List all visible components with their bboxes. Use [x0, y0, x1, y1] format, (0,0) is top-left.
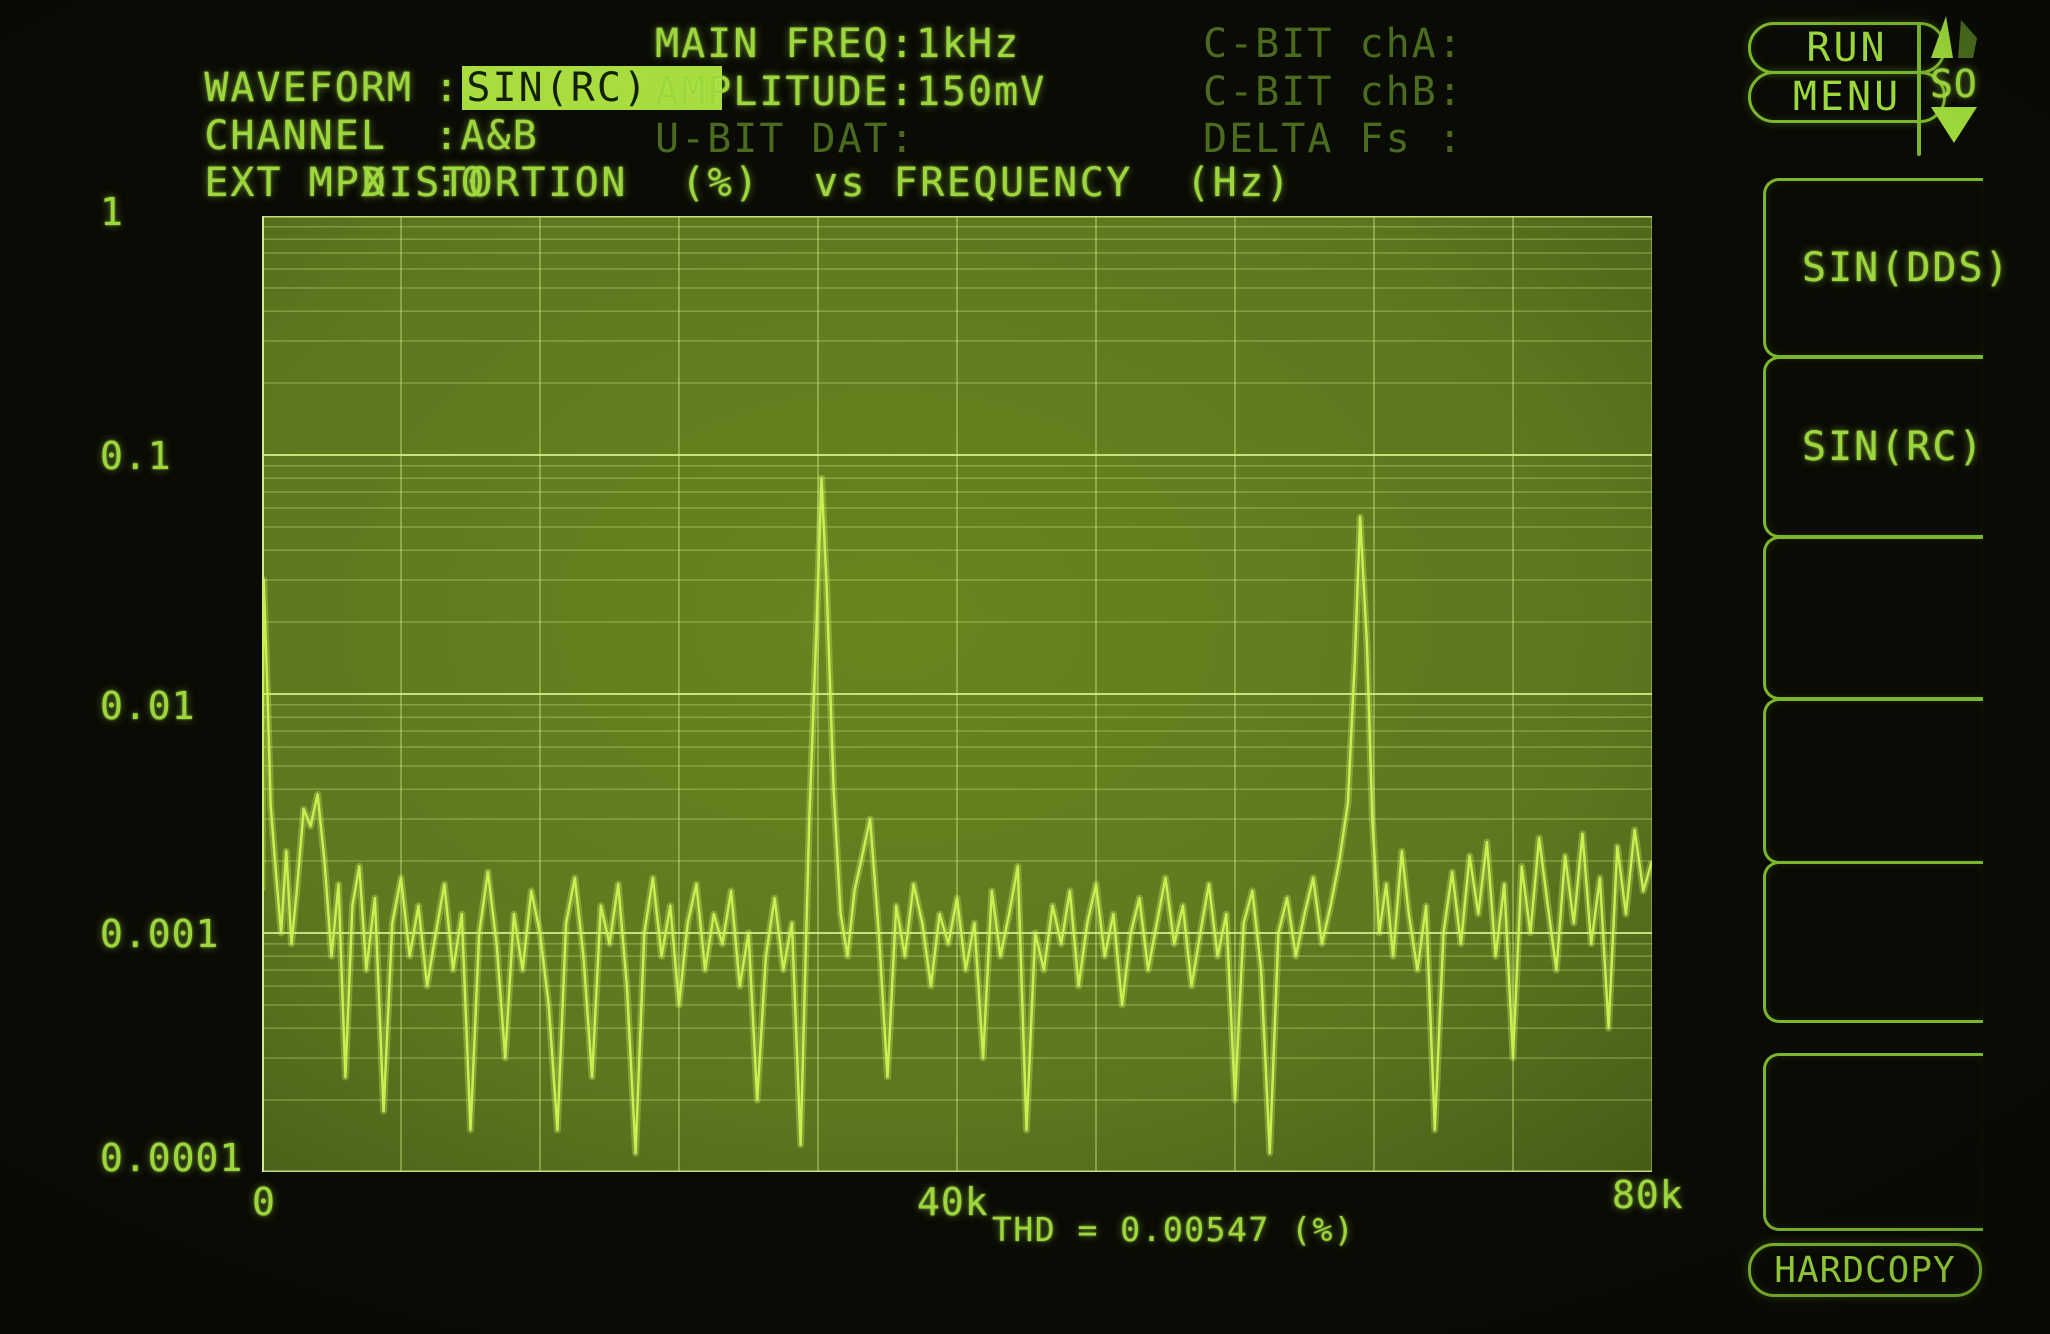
softkey-6[interactable] [1763, 1053, 1983, 1231]
param-delta-fs: DELTA Fs : [1203, 116, 1464, 162]
param-cbit-chb: C-BIT chB: [1203, 69, 1464, 115]
softkey-5[interactable] [1763, 861, 1983, 1023]
menu-button-label: MENU [1792, 74, 1902, 120]
y-tick-0p1: 0.1 [100, 434, 172, 478]
scroll-up-icon[interactable] [1930, 14, 1986, 60]
thd-readout: THD = 0.00547 (%) [992, 1210, 1356, 1249]
plot-title: DISTORTION (%) vs FREQUENCY (Hz) [362, 160, 1293, 206]
run-button-label: RUN [1806, 25, 1888, 71]
hardcopy-button[interactable]: HARDCOPY [1748, 1243, 1982, 1297]
x-tick-40k: 40k [917, 1180, 989, 1224]
hardcopy-button-label: HARDCOPY [1774, 1249, 1956, 1291]
softkey-sin-dds[interactable]: SIN(DDS) [1763, 178, 2009, 358]
y-tick-0p01: 0.01 [100, 684, 196, 728]
param-cbit-cha: C-BIT chA: [1203, 21, 1464, 67]
y-tick-0p001: 0.001 [100, 912, 220, 956]
spectrum-plot-area [262, 216, 1652, 1172]
param-ubit-dat: U-BIT DAT: [655, 116, 916, 162]
y-tick-1: 1 [100, 190, 124, 234]
spectrum-plot [262, 216, 1652, 1172]
param-amplitude: AMPLITUDE:150mV [655, 69, 1047, 115]
softkey-3[interactable] [1763, 536, 1983, 700]
scroll-label: SO [1930, 62, 1978, 106]
y-tick-0p0001: 0.0001 [100, 1136, 244, 1180]
scroll-widget: SO [1930, 14, 1992, 148]
softkey-4[interactable] [1763, 698, 1983, 864]
softkey-sin-dds-label: SIN(DDS) [1802, 245, 2011, 291]
x-tick-80k: 80k [1612, 1173, 1684, 1217]
param-main-freq: MAIN FREQ:1kHz [655, 21, 1021, 67]
softkey-sin-rc-label: SIN(RC) [1802, 424, 1985, 470]
scroll-down-icon[interactable] [1930, 106, 1978, 144]
softkey-sin-rc[interactable]: SIN(RC) [1763, 356, 1983, 538]
scroll-separator [1917, 22, 1921, 156]
x-tick-0: 0 [252, 1180, 276, 1224]
